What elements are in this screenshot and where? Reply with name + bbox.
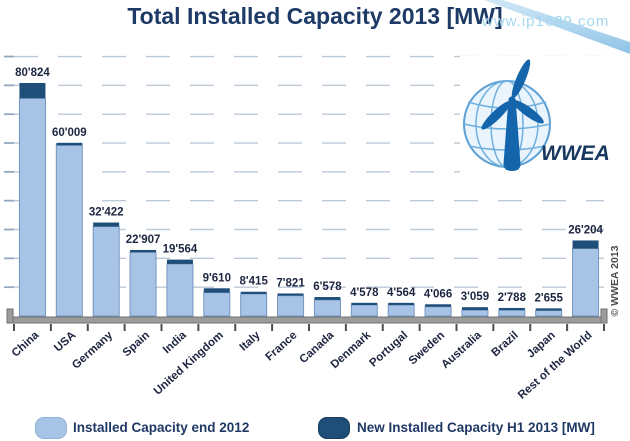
bar-2012-italy (240, 293, 268, 317)
axis-endcap-left (6, 308, 14, 324)
value-label-brazil: 2'788 (498, 292, 527, 304)
value-label-china: 80'824 (15, 67, 50, 79)
bar-new2013-india (166, 259, 193, 264)
bar-new2013-rest-of-the-world (572, 240, 599, 249)
value-label-portugal: 4'564 (387, 287, 416, 299)
legend-swatch-installed-2012 (35, 417, 67, 439)
category-label-brazil: Brazil (490, 329, 521, 359)
value-label-rest-of-the-world: 26'204 (568, 224, 603, 236)
category-label-japan: Japan (525, 329, 558, 360)
category-label-united-kingdom: United Kingdom (152, 329, 226, 397)
value-label-germany: 32'422 (89, 207, 124, 219)
bar-2012-australia (461, 309, 489, 317)
bar-2012-usa (55, 144, 83, 317)
category-label-spain: Spain (121, 329, 152, 359)
bar-2012-spain (129, 251, 157, 317)
category-label-india: India (161, 329, 189, 356)
category-label-germany: Germany (70, 329, 116, 372)
bar-new2013-spain (130, 249, 157, 253)
bar-new2013-germany (93, 222, 120, 227)
bar-2012-germany (92, 226, 120, 317)
bar-2012-brazil (498, 309, 526, 317)
value-label-japan: 2'655 (535, 292, 564, 304)
value-label-spain: 22'907 (126, 234, 161, 246)
value-label-canada: 6'578 (313, 281, 342, 293)
bars (18, 82, 600, 317)
value-label-india: 19'564 (163, 244, 198, 256)
value-label-france: 7'821 (276, 277, 305, 289)
bar-2012-denmark (350, 304, 378, 317)
category-label-australia: Australia (439, 329, 484, 371)
value-label-italy: 8'415 (240, 276, 269, 288)
bar-2012-japan (535, 310, 563, 317)
category-label-france: France (264, 329, 300, 363)
bar-2012-sweden (424, 306, 452, 317)
value-label-australia: 3'059 (461, 291, 489, 303)
bar-new2013-japan (535, 308, 562, 311)
axis-baseline (7, 316, 607, 324)
wwea-logo: WWEA (460, 56, 628, 178)
category-label-denmark: Denmark (329, 329, 374, 371)
bar-new2013-italy (240, 291, 267, 294)
bar-new2013-sweden (425, 304, 452, 307)
category-label-usa: USA (52, 329, 78, 354)
copyright-text: © WWEA 2013 (609, 245, 621, 316)
bar-new2013-china (19, 82, 46, 99)
bar-2012-france (277, 295, 305, 317)
legend-label-new-h1-2013: New Installed Capacity H1 2013 [MW] (357, 420, 595, 435)
legend-label-installed-2012: Installed Capacity end 2012 (73, 420, 250, 435)
value-label-denmark: 4'578 (350, 287, 379, 299)
bar-2012-canada (313, 299, 341, 317)
bar-new2013-brazil (498, 307, 525, 311)
bar-2012-rest-of-the-world (572, 248, 600, 317)
axis-endcap-right (600, 308, 608, 324)
bar-2012-china (18, 97, 46, 317)
value-label-united-kingdom: 9'610 (203, 272, 231, 284)
bar-new2013-united-kingdom (203, 288, 230, 293)
x-axis (6, 308, 608, 331)
bar-new2013-usa (56, 142, 83, 146)
bar-2012-united-kingdom (203, 292, 231, 317)
wind-turbine-icon (481, 59, 544, 171)
logo-wordmark: WWEA (541, 142, 610, 165)
category-label-italy: Italy (238, 329, 264, 354)
category-label-portugal: Portugal (368, 329, 411, 369)
bar-new2013-denmark (351, 302, 378, 306)
bar-new2013-australia (461, 307, 488, 311)
chart-title: Total Installed Capacity 2013 [MW] (127, 3, 503, 29)
category-label-china: China (10, 329, 42, 360)
bar-new2013-canada (314, 297, 341, 300)
value-label-sweden: 4'066 (424, 288, 452, 300)
bar-new2013-france (277, 293, 304, 296)
bar-2012-portugal (387, 304, 415, 317)
bar-new2013-portugal (388, 302, 415, 306)
bar-2012-india (166, 263, 194, 317)
legend-swatch-new-h1-2013 (318, 417, 350, 439)
value-label-usa: 60'009 (52, 127, 87, 139)
